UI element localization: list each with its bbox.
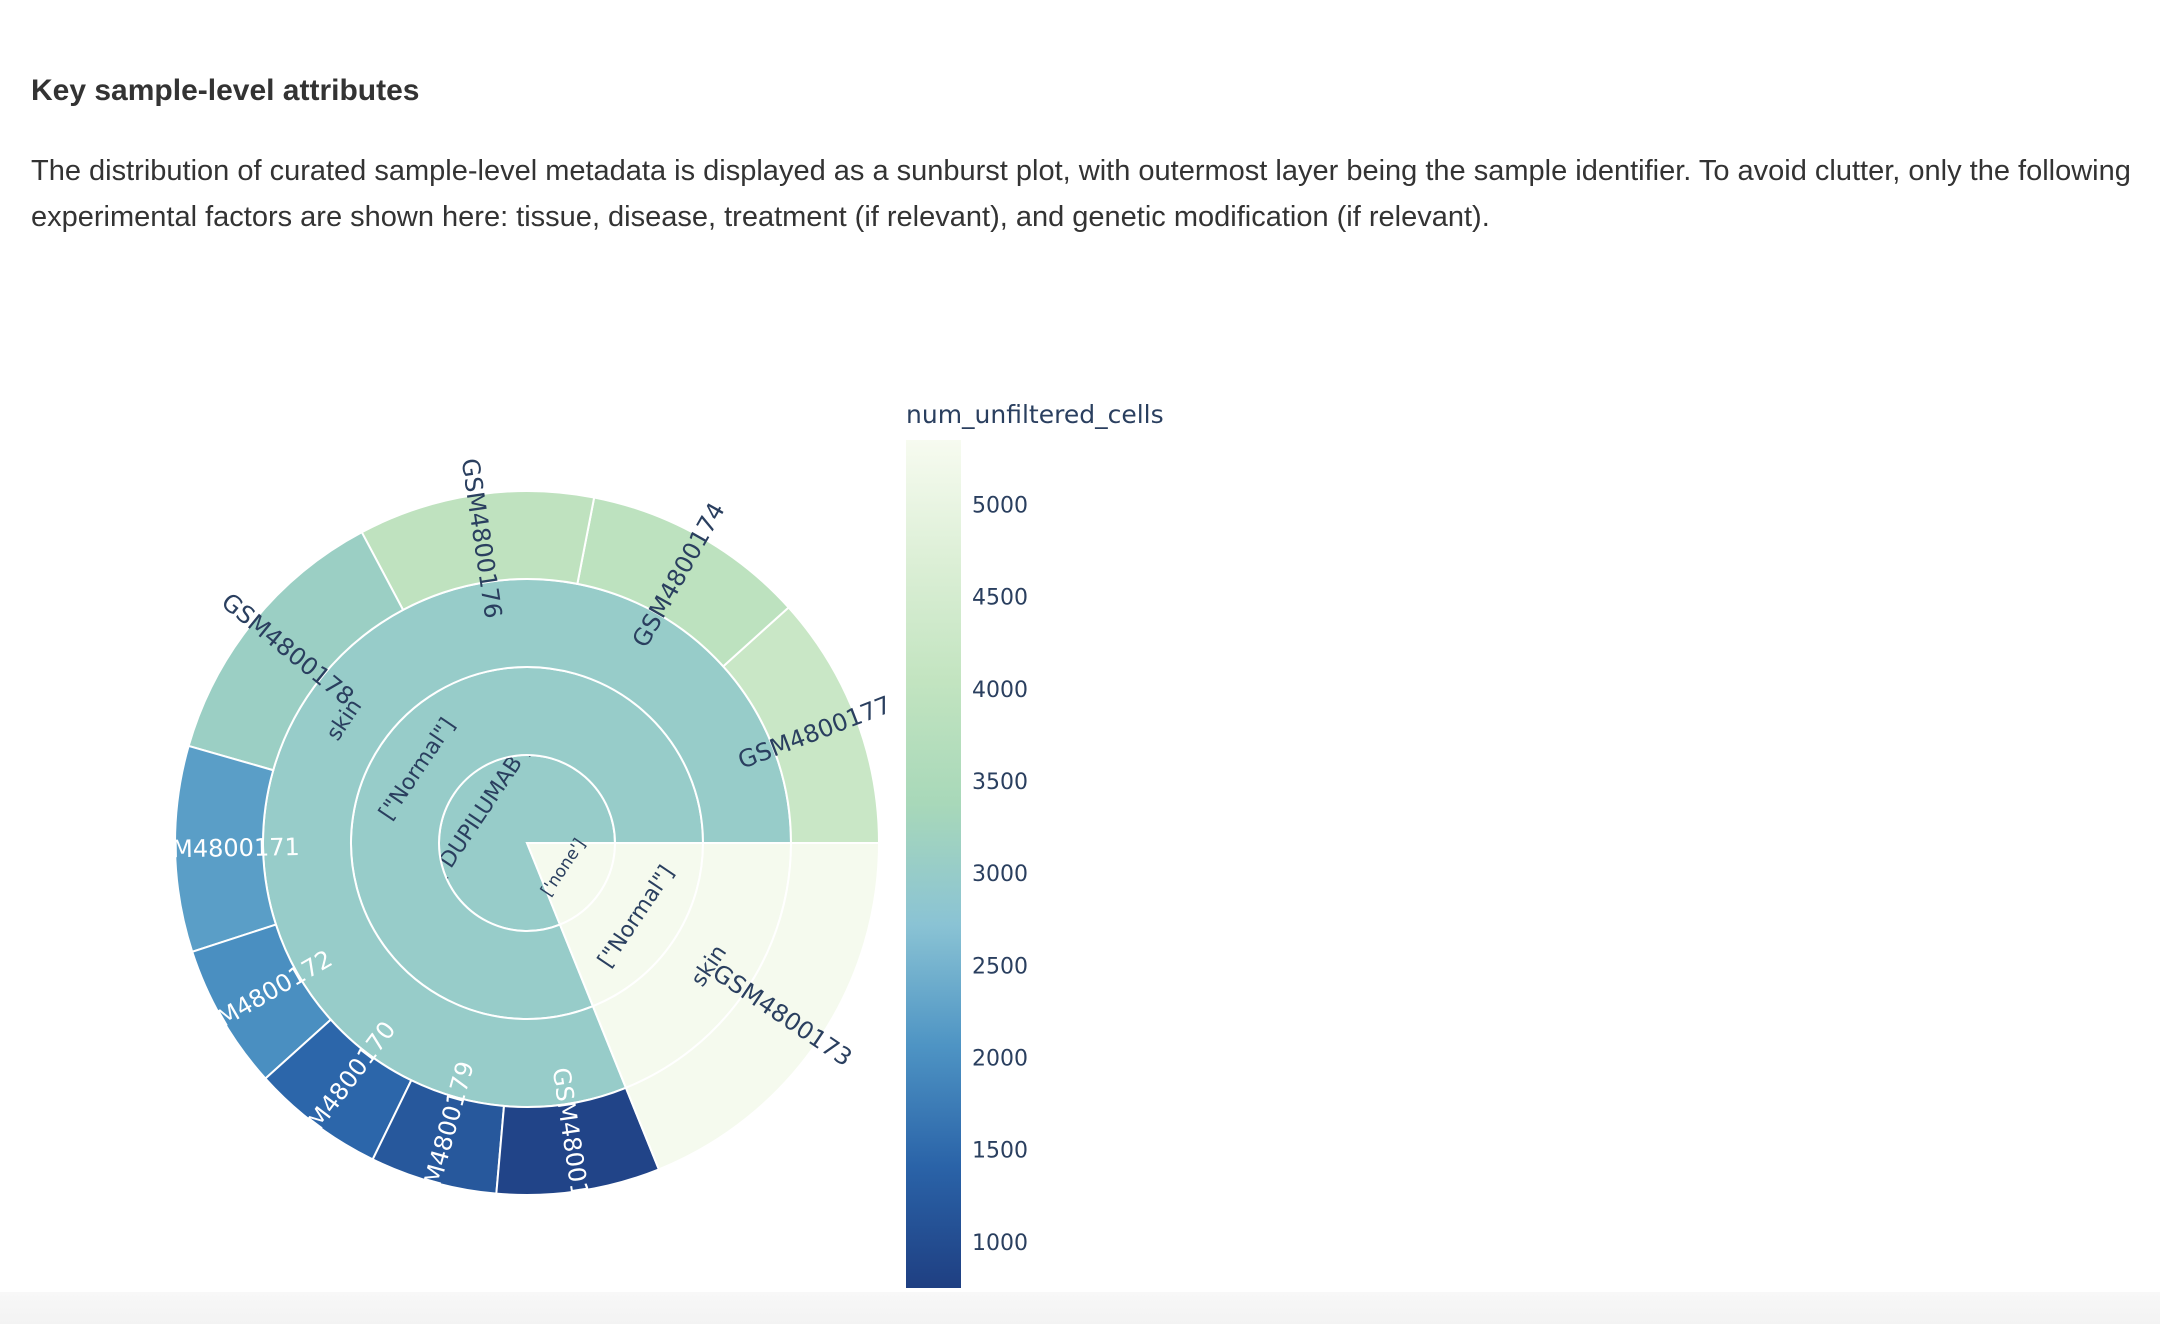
sunburst-segment[interactable] (495, 1086, 661, 1196)
page-footer-shade (0, 1292, 2160, 1324)
colorbar: num_unfiltered_cells 1000 1500 2000 2500 300… (906, 400, 1164, 1288)
sunburst-chart: ['DUPILUMAB'] ['none']["Normal"]["Normal"… (138, 400, 1164, 1288)
sunburst-segment[interactable] (576, 496, 790, 668)
colorbar-gradient (906, 440, 961, 1288)
colorbar-title: num_unfiltered_cells (906, 400, 1164, 429)
colorbar-tick-label: 3000 (972, 862, 1028, 887)
colorbar-tick-label: 1000 (972, 1231, 1028, 1256)
sunburst-segment[interactable] (190, 923, 333, 1080)
sunburst-label: GSM4800171 (138, 833, 300, 864)
colorbar-tick-label: 4000 (972, 678, 1028, 703)
sunburst-segment[interactable] (174, 744, 278, 954)
sunburst-plot: ['DUPILUMAB'] ['none']["Normal"]["Normal"… (138, 456, 895, 1229)
colorbar-tick-label: 5000 (972, 494, 1028, 519)
section-heading: Key sample-level attributes (31, 74, 420, 107)
sunburst-segment[interactable] (624, 842, 881, 1171)
sunburst-segment[interactable] (360, 490, 596, 612)
colorbar-tick-label: 1500 (972, 1139, 1028, 1164)
colorbar-tick-label: 2500 (972, 954, 1028, 979)
sunburst-segment[interactable] (264, 1018, 413, 1161)
section-description: The distribution of curated sample-level… (31, 155, 2131, 233)
colorbar-tick-label: 4500 (972, 586, 1028, 611)
sunburst-segment[interactable] (187, 530, 405, 772)
colorbar-tick-label: 3500 (972, 770, 1028, 795)
sunburst-segment[interactable] (371, 1078, 506, 1195)
colorbar-tick-label: 2000 (972, 1047, 1028, 1072)
